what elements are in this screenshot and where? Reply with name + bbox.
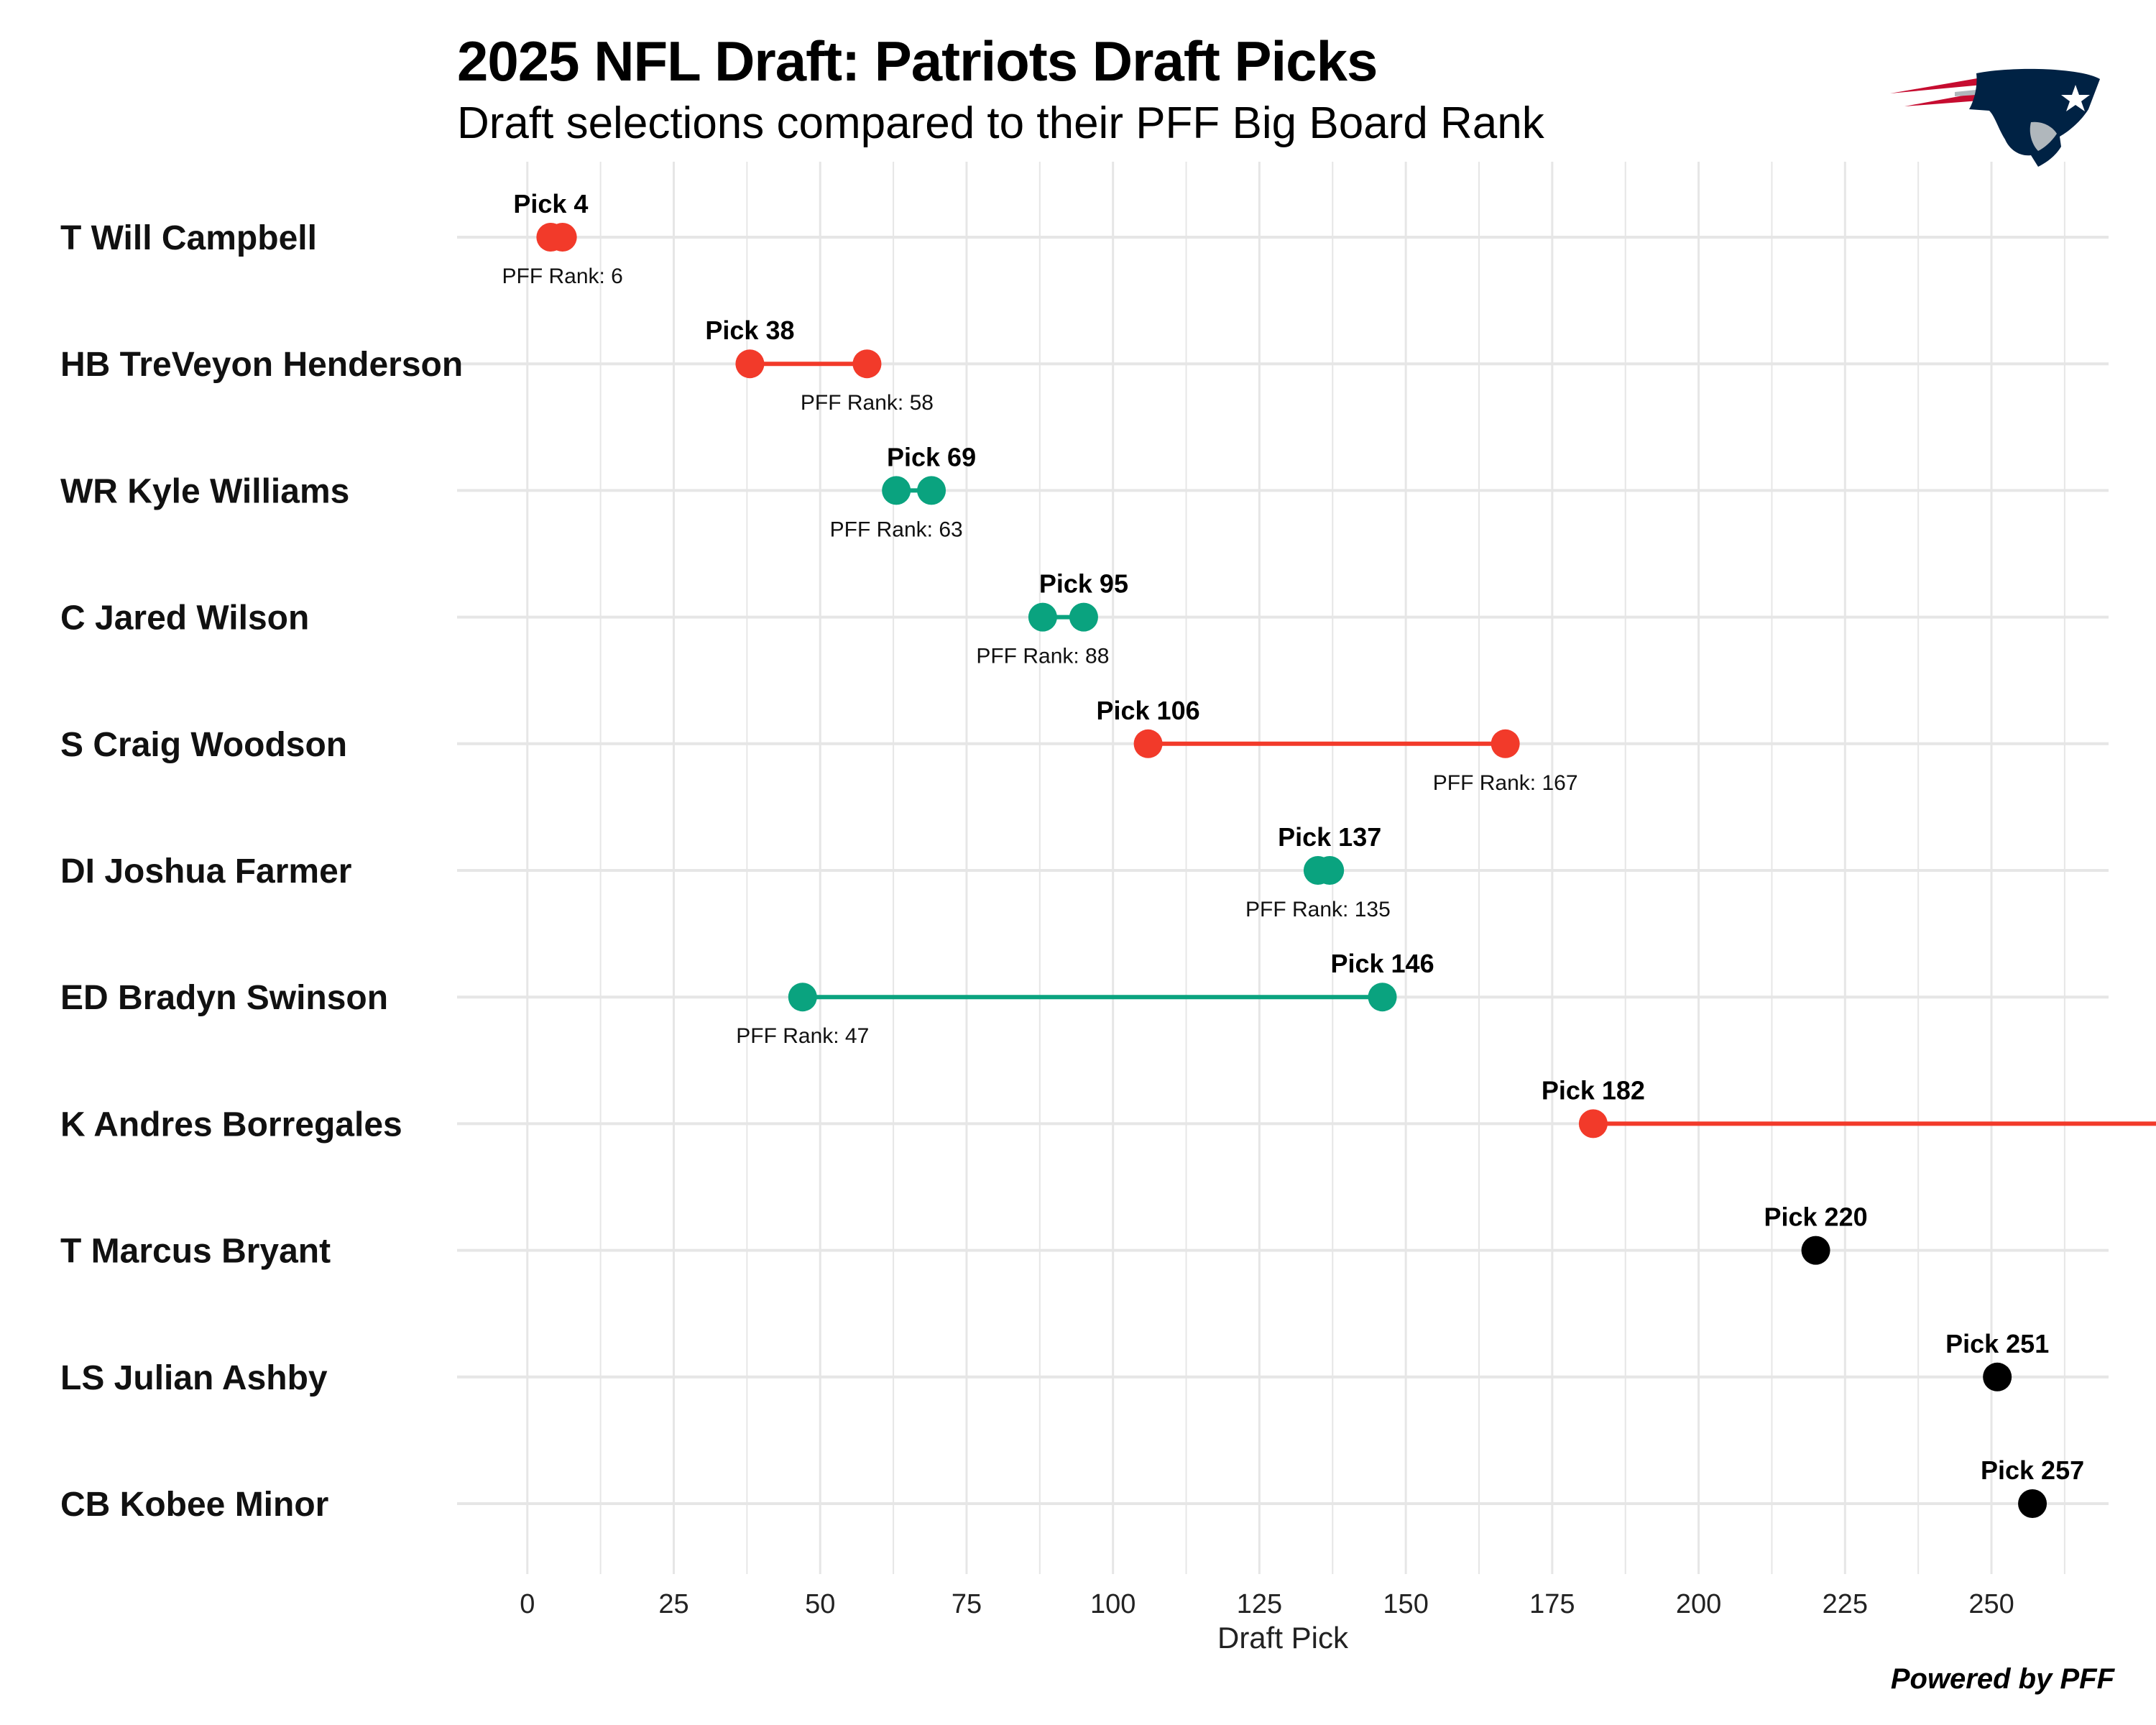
pick-label: Pick 106 — [1097, 696, 1200, 725]
pick-point — [2018, 1489, 2047, 1518]
pick-point — [1983, 1362, 2012, 1392]
rank-point — [852, 349, 882, 379]
x-axis-title: Draft Pick — [1217, 1621, 1349, 1655]
x-tick-label: 125 — [1237, 1589, 1282, 1619]
pick-point — [735, 349, 765, 379]
pick-point — [1133, 729, 1163, 758]
rank-point — [1491, 729, 1520, 758]
pick-label: Pick 69 — [887, 442, 976, 472]
rank-point — [882, 476, 911, 505]
pick-label: Pick 220 — [1764, 1202, 1867, 1232]
rank-label: PFF Rank: 6 — [502, 264, 622, 288]
x-tick-label: 50 — [805, 1589, 835, 1619]
x-axis: 0 25 50 75 100 125 150 175 200 225 250 Draft Pick — [520, 1589, 2014, 1655]
rank-label: PFF Rank: 58 — [801, 391, 934, 415]
pick-point — [1578, 1109, 1608, 1138]
x-tick-label: 225 — [1823, 1589, 1868, 1619]
pick-label: Pick 38 — [705, 316, 794, 345]
rank-label: PFF Rank: 167 — [1433, 771, 1578, 795]
pick-label: Pick 4 — [513, 189, 588, 218]
player-label: HB TreVeyon Henderson — [60, 346, 463, 384]
pick-point — [1069, 602, 1098, 632]
pick-label: Pick 251 — [1945, 1329, 2049, 1358]
player-label: WR Kyle Williams — [60, 472, 349, 510]
pick-point — [1368, 983, 1397, 1012]
player-label: T Marcus Bryant — [60, 1233, 331, 1271]
pick-point — [917, 476, 946, 505]
player-label: CB Kobee Minor — [60, 1486, 328, 1524]
x-tick-label: 175 — [1529, 1589, 1575, 1619]
player-labels: T Will Campbell HB TreVeyon Henderson WR K… — [60, 219, 463, 1524]
chart-marks: PFF Rank: 6 Pick 4 PFF Rank: 58 Pick 38 PFF … — [502, 189, 2156, 1518]
player-label: K Andres Borregales — [60, 1105, 402, 1144]
player-label: DI Joshua Farmer — [60, 852, 351, 891]
rank-label: PFF Rank: 63 — [830, 518, 963, 541]
player-label: ED Bradyn Swinson — [60, 979, 388, 1017]
rank-label: PFF Rank: 135 — [1245, 898, 1391, 921]
pick-label: Pick 182 — [1542, 1075, 1645, 1105]
pick-point — [1801, 1236, 1830, 1265]
pick-label: Pick 257 — [1981, 1455, 2084, 1485]
player-label: LS Julian Ashby — [60, 1359, 328, 1397]
pick-label: Pick 95 — [1039, 569, 1128, 599]
rank-label: PFF Rank: 88 — [976, 645, 1109, 668]
x-tick-label: 75 — [952, 1589, 982, 1619]
chart-subtitle: Draft selections compared to their PFF B… — [457, 98, 1544, 148]
x-tick-label: 0 — [520, 1589, 535, 1619]
chart-title: 2025 NFL Draft: Patriots Draft Picks — [457, 29, 1378, 93]
x-tick-label: 200 — [1676, 1589, 1721, 1619]
grid-lines — [457, 162, 2109, 1574]
x-tick-label: 25 — [658, 1589, 688, 1619]
player-label: T Will Campbell — [60, 219, 317, 257]
x-tick-label: 250 — [1968, 1589, 2014, 1619]
pick-label: Pick 146 — [1330, 949, 1434, 978]
footer-credit: Powered by PFF — [1890, 1663, 2114, 1695]
rank-point — [1028, 602, 1057, 632]
patriots-logo-icon — [1890, 68, 2100, 167]
rank-point — [788, 983, 817, 1012]
pick-point — [536, 223, 566, 252]
player-label: S Craig Woodson — [60, 726, 347, 764]
player-label: C Jared Wilson — [60, 599, 309, 638]
pick-point — [1315, 856, 1345, 885]
pick-label: Pick 137 — [1278, 822, 1381, 852]
rank-label: PFF Rank: 47 — [736, 1024, 869, 1048]
x-tick-label: 100 — [1090, 1589, 1135, 1619]
x-tick-label: 150 — [1383, 1589, 1428, 1619]
